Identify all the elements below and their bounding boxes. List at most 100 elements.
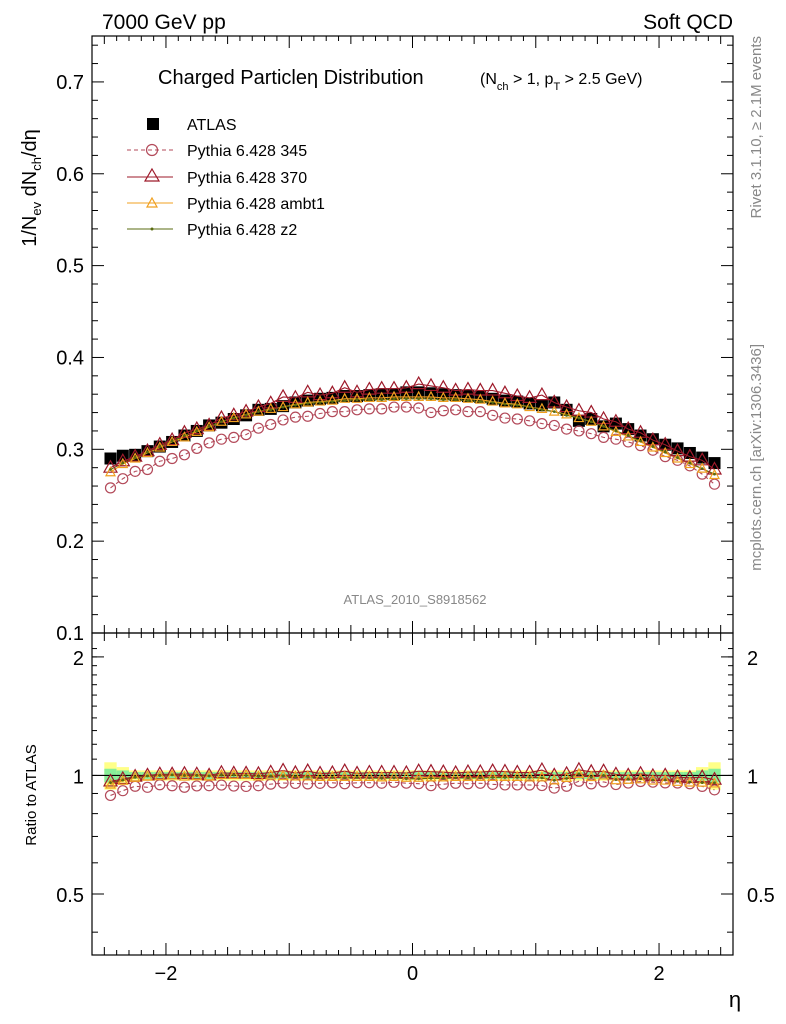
point-ambt1 <box>388 390 400 402</box>
legend-entry-ambt1: Pythia 6.428 ambt1 <box>127 196 325 213</box>
legend-entry-370: Pythia 6.428 370 <box>127 167 307 187</box>
point-370 <box>448 382 464 396</box>
legend-marker-345 <box>145 143 159 157</box>
ratio-point-z2 <box>626 777 630 781</box>
point-370 <box>559 398 575 413</box>
point-ambt1 <box>302 396 314 407</box>
ratio-point-z2 <box>330 775 334 779</box>
ratio-point-ambt1 <box>425 771 437 782</box>
point-345 <box>597 431 610 443</box>
main-ytick-label: 0.6 <box>56 164 84 186</box>
main-ylabel: 1/Nev dNch/dη <box>19 129 44 247</box>
point-z2 <box>269 408 273 412</box>
ratio-point-z2 <box>343 776 347 780</box>
ratio-xtick-label: −2 <box>155 963 178 985</box>
point-z2 <box>318 401 322 404</box>
ratio-point-z2 <box>515 776 519 779</box>
ratio-point-z2 <box>146 774 149 778</box>
point-ambt1 <box>351 392 363 403</box>
chart-title: Charged Particleη Distribution <box>158 67 424 89</box>
point-z2 <box>503 402 507 406</box>
header-left: 7000 GeV pp <box>102 11 226 34</box>
point-z2 <box>688 461 692 465</box>
ratio-point-ambt1 <box>265 769 277 780</box>
ratio-point-ambt1 <box>499 770 511 782</box>
ratio-point-ambt1 <box>536 771 548 782</box>
point-z2 <box>528 405 532 409</box>
ratio-point-ambt1 <box>474 770 486 781</box>
point-370 <box>263 395 279 409</box>
point-z2 <box>257 410 260 414</box>
ratio-plot-frame <box>91 632 734 956</box>
ratio-point-z2 <box>639 777 642 781</box>
ratio-point-z2 <box>602 774 605 777</box>
point-z2 <box>565 413 568 417</box>
point-z2 <box>380 398 384 402</box>
point-345 <box>400 401 412 413</box>
point-z2 <box>602 424 605 428</box>
ratio-point-ambt1 <box>178 770 190 781</box>
atlas-point <box>634 429 647 442</box>
ratio-point-ambt1 <box>339 770 351 781</box>
point-z2 <box>232 416 236 420</box>
point-345 <box>265 418 277 431</box>
ratio-point-345 <box>302 778 314 790</box>
point-ambt1 <box>166 435 178 447</box>
ratio-point-z2 <box>404 777 408 781</box>
point-ambt1 <box>709 468 721 480</box>
ratio-point-z2 <box>269 774 273 778</box>
point-ambt1 <box>252 405 264 416</box>
point-345 <box>178 449 191 461</box>
ratio-point-z2 <box>109 781 112 785</box>
point-ambt1 <box>561 408 573 419</box>
point-345 <box>376 403 388 415</box>
ratio-point-z2 <box>133 775 137 779</box>
point-345 <box>240 429 252 441</box>
legend-marker-z2 <box>150 227 154 231</box>
ratio-point-345 <box>104 789 117 802</box>
point-z2 <box>244 413 248 417</box>
ratio-point-z2 <box>663 778 667 782</box>
point-ambt1 <box>129 452 141 463</box>
ratio-point-ambt1 <box>684 776 696 787</box>
ratio-point-ambt1 <box>376 771 388 782</box>
legend-marker-atlas <box>147 118 159 130</box>
ratio-point-345 <box>647 776 659 788</box>
ratio-xlabel: η <box>729 987 741 1012</box>
ratio-point-370 <box>152 766 168 780</box>
ratio-point-370 <box>213 764 229 778</box>
ratio-point-370 <box>189 766 205 780</box>
point-ambt1 <box>376 391 388 402</box>
ratio-point-ambt1 <box>388 770 400 781</box>
point-z2 <box>491 401 495 404</box>
point-ambt1 <box>363 391 375 402</box>
ratio-point-z2 <box>688 780 692 784</box>
ratio-point-z2 <box>170 773 174 777</box>
point-ambt1 <box>585 415 597 426</box>
point-370 <box>682 448 698 462</box>
point-345 <box>203 437 215 449</box>
point-345 <box>425 406 437 419</box>
point-ambt1 <box>635 435 647 447</box>
point-345 <box>413 402 425 414</box>
point-345 <box>499 412 511 424</box>
point-z2 <box>540 408 544 412</box>
ratio-point-ambt1 <box>622 773 634 784</box>
ratio-ticks <box>92 633 733 955</box>
point-345 <box>117 473 129 485</box>
point-345 <box>191 442 203 454</box>
point-ambt1 <box>265 402 277 413</box>
ratio-point-ambt1 <box>166 769 178 780</box>
ratio-point-ambt1 <box>141 770 153 781</box>
ratio-point-ambt1 <box>104 778 116 789</box>
point-370 <box>534 386 550 401</box>
ratio-point-ambt1 <box>573 767 585 779</box>
point-z2 <box>121 461 125 465</box>
point-ambt1 <box>178 431 190 442</box>
legend-label-z2: Pythia 6.428 z2 <box>187 222 297 239</box>
point-z2 <box>676 456 679 459</box>
main-series <box>102 375 723 494</box>
point-345 <box>277 414 289 426</box>
ratio-point-345 <box>141 781 154 793</box>
